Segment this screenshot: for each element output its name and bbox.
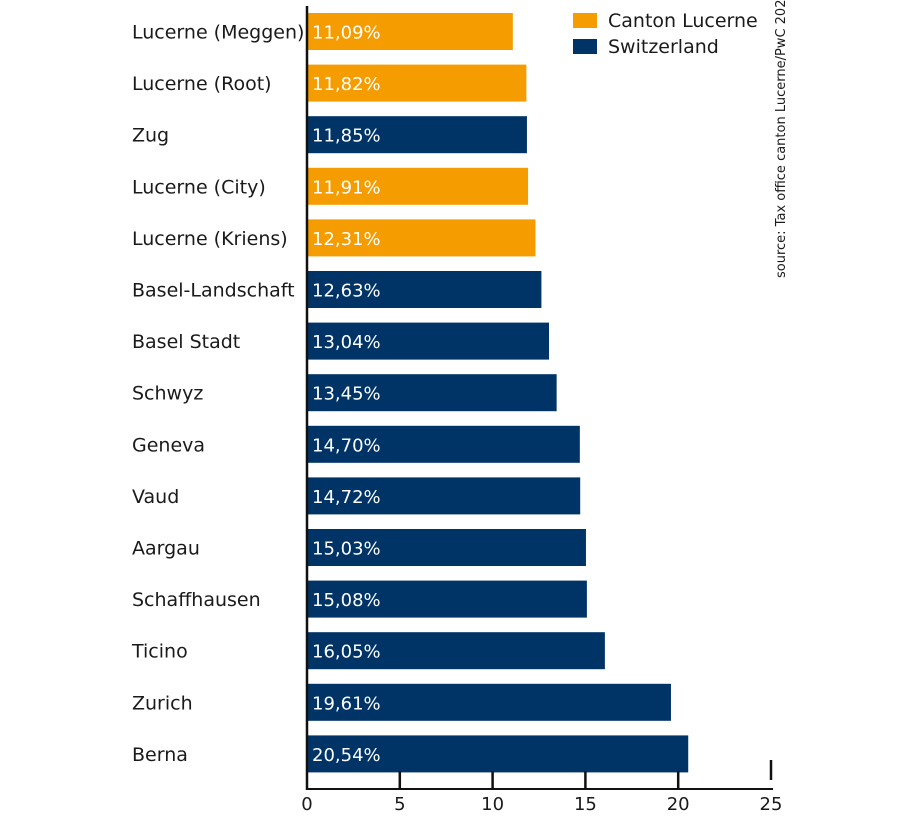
bar-aargau — [307, 529, 586, 566]
category-label-ticino: Ticino — [131, 641, 188, 663]
bar-zurich — [307, 683, 671, 721]
legend-swatch-canton-lucerne — [573, 13, 597, 28]
value-label-basel-stadt: 13,04% — [312, 332, 381, 353]
category-label-aargau: Aargau — [132, 538, 200, 560]
category-labels: Lucerne (Meggen) Lucerne (Root) Zug Lucerne… — [131, 22, 304, 766]
bar-zug — [307, 116, 527, 154]
bar-basel-landschaft — [307, 271, 542, 308]
value-label-schaffhausen: 15,08% — [312, 590, 381, 611]
category-label-lucerne-meggen: Lucerne (Meggen) — [132, 22, 304, 44]
value-label-vaud: 14,72% — [312, 487, 381, 508]
x-tick-label-0: 0 — [301, 794, 312, 815]
bar-schaffhausen — [307, 580, 587, 618]
bar-ticino — [307, 632, 605, 670]
value-label-lucerne-city: 11,91% — [312, 177, 381, 198]
value-label-ticino: 16,05% — [312, 642, 381, 663]
category-label-zurich: Zurich — [132, 692, 193, 714]
x-tick-label-20: 20 — [667, 794, 690, 815]
legend-label-canton-lucerne: Canton Lucerne — [608, 10, 758, 32]
bar-basel-stadt — [307, 322, 550, 360]
bar-lucerne-root — [307, 64, 527, 102]
legend: Canton Lucerne Switzerland — [573, 10, 758, 58]
value-label-basel-landschaft: 12,63% — [312, 281, 381, 302]
bar-lucerne-meggen — [307, 13, 513, 50]
bar-lucerne-city — [307, 167, 529, 205]
bar-vaud — [307, 477, 581, 515]
value-label-lucerne-meggen: 11,09% — [312, 23, 381, 44]
axes: 0 5 10 15 20 25 — [301, 6, 782, 815]
value-label-lucerne-kriens: 12,31% — [312, 229, 381, 250]
value-label-berna: 20,54% — [312, 745, 381, 766]
category-label-lucerne-city: Lucerne (City) — [132, 176, 266, 198]
value-label-zug: 11,85% — [312, 126, 381, 147]
value-label-aargau: 15,03% — [312, 539, 381, 560]
category-label-basel-landschaft: Basel-Landschaft — [132, 280, 295, 302]
x-tick-label-5: 5 — [394, 794, 405, 815]
legend-swatch-switzerland — [573, 39, 597, 54]
value-label-zurich: 19,61% — [312, 693, 381, 714]
x-tick-label-25: 25 — [760, 794, 783, 815]
x-tick-label-15: 15 — [574, 794, 597, 815]
bars-group: 11,09% 11,82% 11,85% 11,91% 12,31% 12,63% 13,0… — [307, 13, 689, 773]
value-label-geneva: 14,70% — [312, 435, 381, 456]
category-label-schaffhausen: Schaffhausen — [132, 589, 261, 611]
category-label-basel-stadt: Basel Stadt — [132, 331, 240, 353]
bar-geneva — [307, 425, 580, 463]
value-label-lucerne-root: 11,82% — [312, 74, 381, 95]
x-tick-label-10: 10 — [481, 794, 504, 815]
category-label-zug: Zug — [132, 125, 169, 147]
category-label-schwyz: Schwyz — [132, 383, 203, 405]
bar-lucerne-kriens — [307, 219, 536, 257]
bar-schwyz — [307, 374, 557, 412]
category-label-lucerne-kriens: Lucerne (Kriens) — [132, 228, 288, 250]
category-label-vaud: Vaud — [132, 486, 179, 508]
legend-label-switzerland: Switzerland — [608, 36, 719, 58]
category-label-berna: Berna — [132, 744, 188, 766]
category-label-lucerne-root: Lucerne (Root) — [132, 73, 272, 95]
source-annotation: source: Tax office canton Lucerne/PwC 20… — [774, 0, 789, 278]
category-label-geneva: Geneva — [132, 434, 205, 456]
bar-berna — [307, 735, 689, 773]
value-label-schwyz: 13,45% — [312, 384, 381, 405]
